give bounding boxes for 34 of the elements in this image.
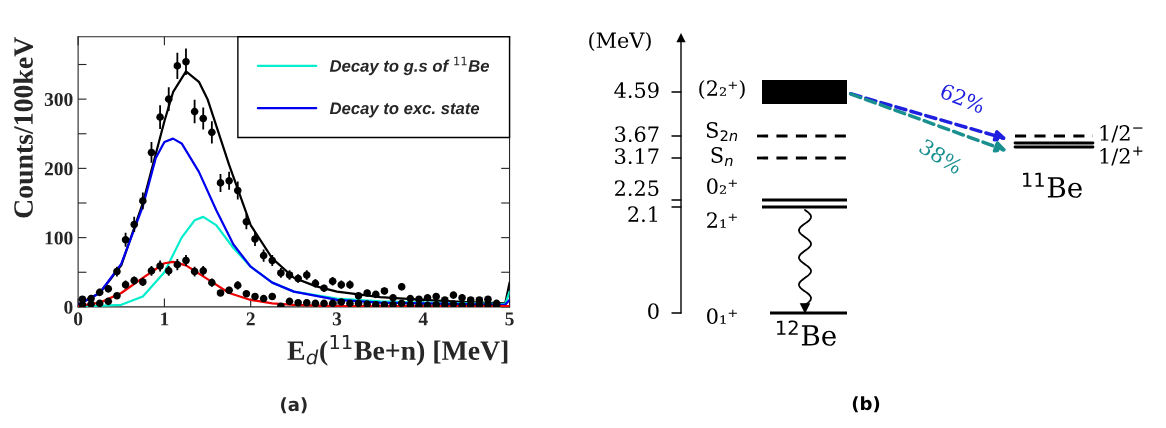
text: (b)	[852, 396, 880, 413]
text: (a)	[281, 397, 307, 414]
text: 4.59	[614, 82, 659, 99]
text: 38%	[918, 138, 964, 175]
text: S$_{2n}$	[706, 122, 738, 141]
legend-label: Decay to g.s of $^{11}$Be	[329, 56, 490, 76]
text: $^{11}$Be	[1023, 172, 1082, 198]
x-tick-label: 5	[505, 312, 514, 326]
text: 62%	[939, 82, 987, 114]
text: (2₂⁺)	[699, 79, 745, 99]
text: 2.1	[628, 206, 658, 223]
text: 1/2$^{+}$	[1100, 146, 1143, 166]
legend-label: Decay to exc. state	[329, 102, 480, 118]
y-tick-label: 200	[44, 162, 73, 176]
text: 0₂⁺	[707, 178, 737, 195]
y-tick-label: 100	[45, 231, 73, 245]
text: 2₁⁺	[707, 212, 737, 228]
y-tick-label: 0	[64, 300, 73, 314]
y-axis-title: Counts/100keV	[13, 37, 34, 218]
text: (MeV)	[589, 31, 651, 51]
text: 2.25	[615, 180, 659, 197]
text: 3.17	[615, 148, 659, 165]
x-tick-label: 3	[332, 312, 342, 326]
text: 3.67	[615, 126, 659, 143]
x-tick-label: 0	[74, 312, 83, 326]
text: $^{12}$Be	[777, 320, 836, 346]
text: 1/2$^{−}$	[1100, 125, 1143, 143]
x-tick-label: 2	[246, 312, 255, 326]
text: 0₁⁺	[707, 308, 737, 325]
x-tick-label: 1	[161, 312, 169, 326]
y-tick-label: 300	[44, 92, 73, 107]
text: S$_{n}$	[711, 147, 733, 166]
x-tick-label: 4	[418, 312, 428, 326]
x-axis-title: E$_{d}$($^{11}$Be+n) [MeV]	[287, 334, 508, 366]
